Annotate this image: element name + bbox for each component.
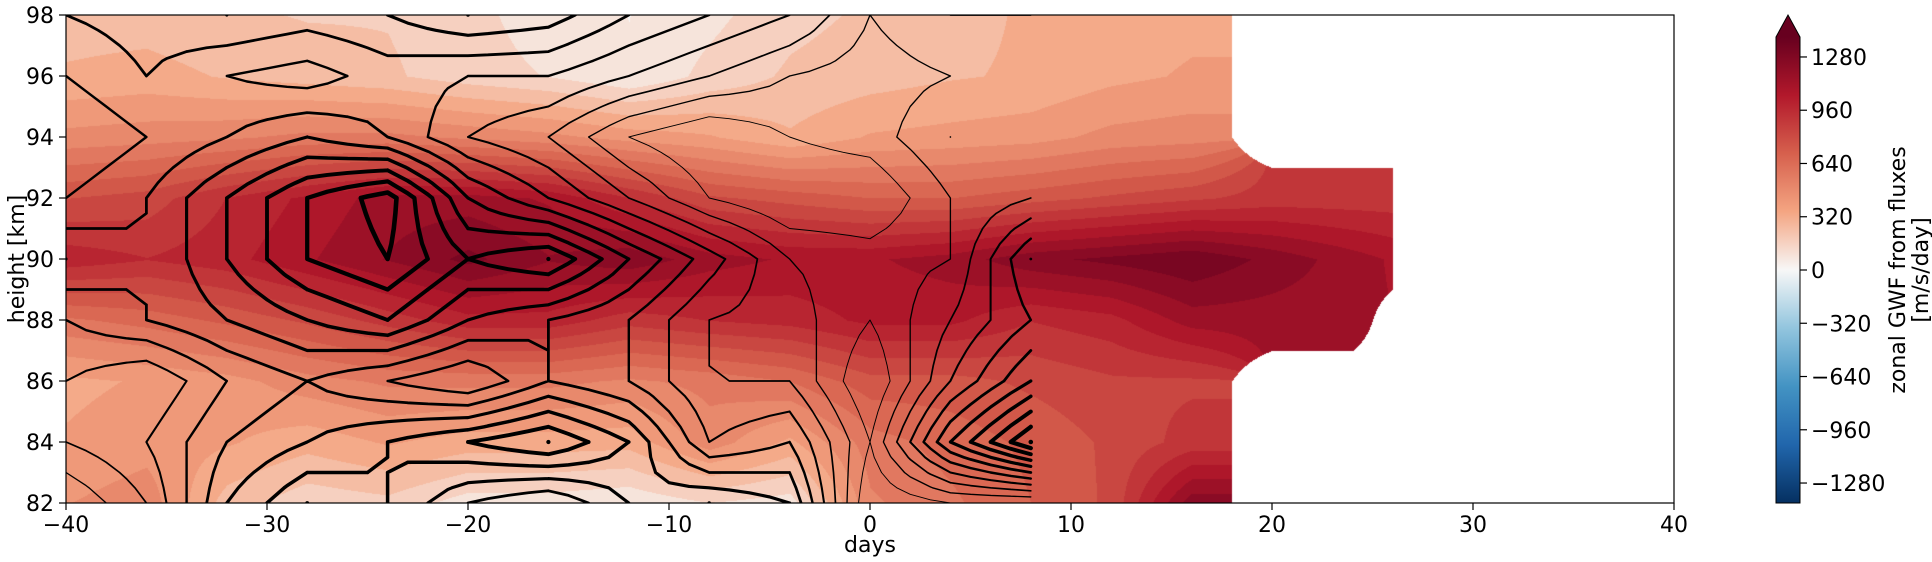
colorbar-body: [1776, 37, 1800, 503]
contour-level: [225, 15, 1033, 503]
x-axis: −40 −30 −20 −10 0 10 20 30 40: [43, 503, 1688, 538]
colorbar-ticks: −1280 −960 −640 −320 0 320 640 960 1280: [1800, 46, 1885, 497]
contour-lines: [66, 15, 1034, 503]
x-tick-label: 10: [1057, 513, 1085, 538]
x-tick-label: 0: [863, 513, 877, 538]
x-tick-label: −30: [244, 513, 290, 538]
x-tick-label: 40: [1660, 513, 1688, 538]
y-tick-label: 94: [26, 126, 54, 151]
colorbar-tick-label: 1280: [1811, 46, 1867, 71]
colorbar-tick-label: 640: [1811, 152, 1853, 177]
y-tick-label: 82: [26, 492, 54, 517]
contour-level: [66, 15, 1032, 503]
colorbar-tick-label: 960: [1811, 99, 1853, 124]
x-tick-label: −40: [43, 513, 89, 538]
x-tick-label: −20: [445, 513, 491, 538]
y-tick-label: 98: [26, 4, 54, 29]
colorbar-tick-label: −1280: [1811, 472, 1885, 497]
colorbar-tick-label: −320: [1811, 312, 1871, 337]
colorbar-tick-label: −640: [1811, 366, 1871, 391]
x-tick-label: −10: [646, 513, 692, 538]
y-tick-label: 92: [26, 187, 54, 212]
x-tick-label: 20: [1258, 513, 1286, 538]
contour-level: [66, 15, 1033, 503]
plot-area: [65, 14, 1675, 504]
contour-level: [66, 15, 1032, 503]
colorbar-frame: [1775, 13, 1801, 504]
y-axis-label: height [km]: [5, 195, 30, 323]
y-tick-label: 84: [26, 431, 54, 456]
colorbar: −1280 −960 −640 −320 0 320 640 960 1280 zonal GW…: [1775, 13, 1932, 504]
y-tick-label: 96: [26, 65, 54, 90]
contour-level: [628, 116, 951, 503]
contour-level: [66, 15, 1032, 503]
y-tick-label: 86: [26, 370, 54, 395]
contour-level: [305, 179, 1033, 451]
contour-level: [358, 190, 1034, 445]
colorbar-tick-label: −960: [1811, 419, 1871, 444]
colorbar-tick-label: 0: [1811, 259, 1825, 284]
heatmap-filled-field: [66, 15, 1674, 503]
contour-level: [265, 168, 1033, 503]
x-axis-label: days: [844, 533, 896, 558]
y-tick-label: 90: [26, 248, 54, 273]
y-axis: 82 84 86 88 90 92 94 96 98: [26, 4, 66, 517]
colorbar-label-line1: zonal GWF from fluxes: [1886, 146, 1911, 393]
contour-level: [66, 15, 1033, 503]
contour-level: [66, 15, 1033, 503]
colorbar-label-line2: [m/s/day]: [1909, 217, 1932, 322]
y-tick-label: 88: [26, 309, 54, 334]
colorbar-tick-label: 320: [1811, 206, 1853, 231]
x-tick-label: 30: [1459, 513, 1487, 538]
colorbar-extend-arrow: [1776, 15, 1800, 37]
